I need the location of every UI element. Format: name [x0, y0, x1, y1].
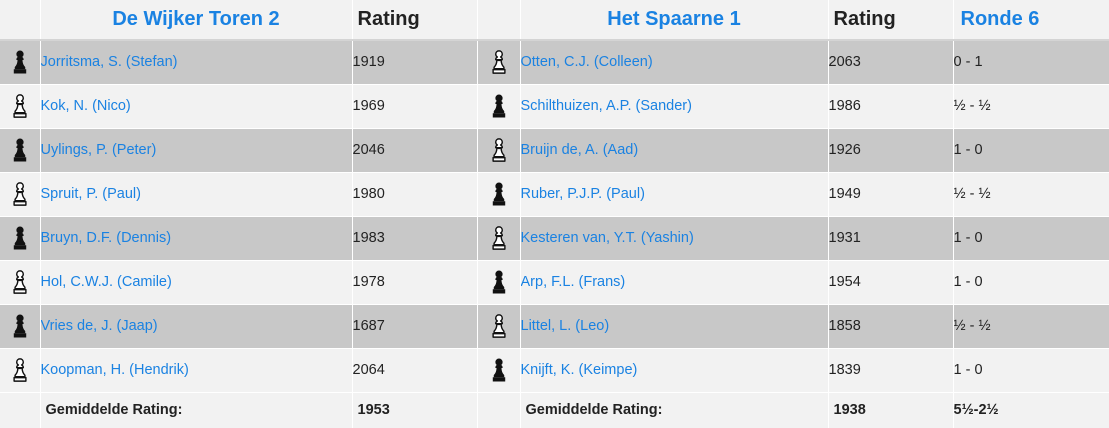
home-player-rating: 2064: [352, 348, 478, 393]
away-player-rating: 1986: [828, 84, 954, 129]
home-player-link[interactable]: Bruyn, D.F. (Dennis): [40, 216, 353, 261]
away-piece-cell: [477, 172, 521, 217]
home-average-rating: 1953: [352, 392, 478, 428]
home-player-rating: 1687: [352, 304, 478, 349]
black-pawn-icon: [492, 270, 505, 294]
away-player-link[interactable]: Otten, C.J. (Colleen): [520, 40, 829, 85]
home-rating-header: Rating: [352, 0, 478, 41]
away-piece-cell: [477, 348, 521, 393]
away-player-rating: 1858: [828, 304, 954, 349]
table-row: Kok, N. (Nico) 1969 Schilthuizen, A.P. (Sa…: [0, 84, 1109, 129]
white-pawn-icon: [13, 182, 27, 206]
away-player-rating: 1931: [828, 216, 954, 261]
home-piece-cell: [0, 216, 41, 261]
game-result: ½ - ½: [953, 304, 1109, 349]
away-piece-cell: [477, 40, 521, 85]
table-row: Spruit, P. (Paul) 1980 Ruber, P.J.P. (Paul…: [0, 172, 1109, 217]
away-player-rating: 2063: [828, 40, 954, 85]
black-pawn-icon: [13, 138, 26, 162]
away-player-rating: 1839: [828, 348, 954, 393]
home-player-rating: 1919: [352, 40, 478, 85]
table-row: Hol, C.W.J. (Camile) 1978 Arp, F.L. (Frans…: [0, 260, 1109, 305]
header-spacer-away: [477, 0, 521, 41]
black-pawn-icon: [13, 226, 26, 250]
away-piece-cell: [477, 84, 521, 129]
away-piece-cell: [477, 304, 521, 349]
footer-spacer-away: [477, 392, 521, 428]
table-row: Uylings, P. (Peter) 2046 Bruijn de, A. (Aa…: [0, 128, 1109, 173]
away-piece-cell: [477, 216, 521, 261]
home-player-link[interactable]: Spruit, P. (Paul): [40, 172, 353, 217]
away-team-title[interactable]: Het Spaarne 1: [520, 0, 829, 41]
round-title[interactable]: Ronde 6: [953, 0, 1109, 41]
away-player-link[interactable]: Ruber, P.J.P. (Paul): [520, 172, 829, 217]
home-piece-cell: [0, 128, 41, 173]
home-player-rating: 2046: [352, 128, 478, 173]
home-piece-cell: [0, 172, 41, 217]
header-row: De Wijker Toren 2 Rating Het Spaarne 1 R…: [0, 0, 1109, 41]
match-total-score: 5½-2½: [953, 402, 999, 419]
away-piece-cell: [477, 260, 521, 305]
home-piece-cell: [0, 84, 41, 129]
home-average-label: Gemiddelde Rating:: [40, 392, 353, 428]
home-piece-cell: [0, 348, 41, 393]
game-result: ½ - ½: [953, 84, 1109, 129]
home-team-title[interactable]: De Wijker Toren 2: [40, 0, 353, 41]
away-average-label: Gemiddelde Rating:: [520, 392, 829, 428]
game-result: 1 - 0: [953, 348, 1109, 393]
away-player-link[interactable]: Schilthuizen, A.P. (Sander): [520, 84, 829, 129]
home-player-link[interactable]: Hol, C.W.J. (Camile): [40, 260, 353, 305]
away-player-link[interactable]: Littel, L. (Leo): [520, 304, 829, 349]
footer-spacer-home: [0, 392, 41, 428]
home-player-link[interactable]: Kok, N. (Nico): [40, 84, 353, 129]
home-piece-cell: [0, 304, 41, 349]
home-player-rating: 1969: [352, 84, 478, 129]
white-pawn-icon: [13, 358, 27, 382]
away-average-rating: 1938: [828, 392, 954, 428]
away-player-rating: 1926: [828, 128, 954, 173]
white-pawn-icon: [491, 138, 506, 162]
table-row: Bruyn, D.F. (Dennis) 1983 Kesteren van, Y.…: [0, 216, 1109, 261]
white-pawn-icon: [13, 270, 27, 294]
home-player-link[interactable]: Vries de, J. (Jaap): [40, 304, 353, 349]
home-piece-cell: [0, 260, 41, 305]
home-player-link[interactable]: Jorritsma, S. (Stefan): [40, 40, 353, 85]
white-pawn-icon: [491, 314, 506, 338]
average-rating-row: Gemiddelde Rating: 1953 Gemiddelde Rating:…: [0, 392, 1109, 428]
away-player-rating: 1949: [828, 172, 954, 217]
away-player-link[interactable]: Arp, F.L. (Frans): [520, 260, 829, 305]
away-player-link[interactable]: Bruijn de, A. (Aad): [520, 128, 829, 173]
away-rating-header: Rating: [828, 0, 954, 41]
white-pawn-icon: [13, 94, 27, 118]
home-player-link[interactable]: Uylings, P. (Peter): [40, 128, 353, 173]
game-result: 1 - 0: [953, 128, 1109, 173]
black-pawn-icon: [492, 358, 505, 382]
header-spacer-home: [0, 0, 41, 41]
home-player-rating: 1980: [352, 172, 478, 217]
away-player-link[interactable]: Knijft, K. (Keimpe): [520, 348, 829, 393]
game-result: 1 - 0: [953, 216, 1109, 261]
table-row: Jorritsma, S. (Stefan) 1919 Otten, C.J. (C…: [0, 40, 1109, 85]
home-piece-cell: [0, 40, 41, 85]
game-result: 0 - 1: [953, 40, 1109, 85]
home-player-rating: 1978: [352, 260, 478, 305]
table-row: Vries de, J. (Jaap) 1687 Littel, L. (Leo) 1…: [0, 304, 1109, 349]
white-pawn-icon: [491, 50, 506, 75]
black-pawn-icon: [492, 182, 505, 206]
black-pawn-icon: [13, 50, 26, 74]
white-pawn-icon: [491, 226, 506, 250]
black-pawn-icon: [13, 314, 26, 338]
game-result: ½ - ½: [953, 172, 1109, 217]
home-player-rating: 1983: [352, 216, 478, 261]
table-row: Koopman, H. (Hendrik) 2064 Knijft, K. (Kei…: [0, 348, 1109, 393]
away-piece-cell: [477, 128, 521, 173]
black-pawn-icon: [492, 94, 505, 118]
game-result: 1 - 0: [953, 260, 1109, 305]
away-player-link[interactable]: Kesteren van, Y.T. (Yashin): [520, 216, 829, 261]
home-player-link[interactable]: Koopman, H. (Hendrik): [40, 348, 353, 393]
away-player-rating: 1954: [828, 260, 954, 305]
